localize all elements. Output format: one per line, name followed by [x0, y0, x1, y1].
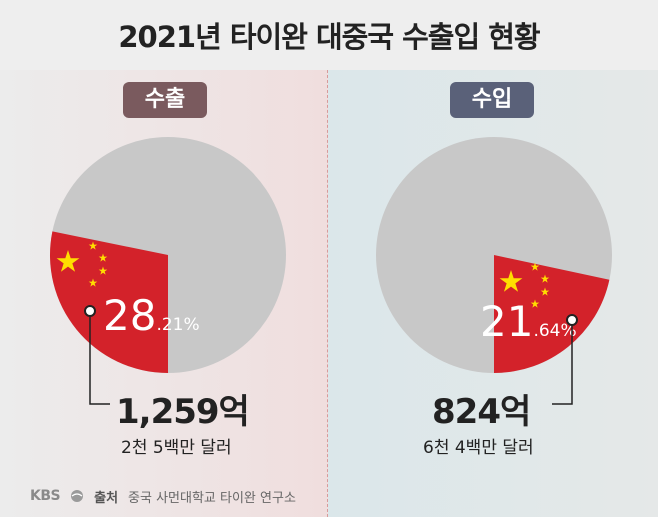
kbs-logo-icon: KBS: [30, 488, 61, 504]
import-pie-share-slice: [494, 255, 610, 373]
import-badge: 수입: [450, 82, 534, 118]
import-callout-line: [552, 325, 573, 405]
page-title: 2021년 타이완 대중국 수출입 현황: [118, 20, 540, 54]
export-pie: 28.21%: [50, 137, 286, 405]
export-callout-line: [89, 316, 110, 405]
export-callout-dot: [84, 305, 96, 317]
export-amount: 1,259억: [116, 392, 250, 432]
source-label: 출처: [94, 490, 119, 506]
import-share-label: 21.64%: [480, 297, 577, 346]
source-text: 중국 사먼대학교 타이완 연구소: [128, 490, 296, 506]
panel-divider: [327, 70, 329, 517]
import-amount: 824억: [432, 392, 531, 432]
export-pie-share-slice: [50, 231, 168, 373]
import-amount-usd: 6천 4백만 달러: [423, 438, 534, 458]
import-callout-dot: [566, 314, 578, 326]
export-amount-usd: 2천 5백만 달러: [121, 438, 232, 458]
title-bar: 2021년 타이완 대중국 수출입 현황: [0, 0, 658, 70]
import-pie: 21.64%: [376, 137, 612, 405]
footer: KBS 출처 중국 사먼대학교 타이완 연구소: [30, 484, 296, 508]
export-badge: 수출: [123, 82, 207, 118]
export-share-label: 28.21%: [103, 291, 200, 340]
kbs-mark-icon: [71, 490, 84, 502]
